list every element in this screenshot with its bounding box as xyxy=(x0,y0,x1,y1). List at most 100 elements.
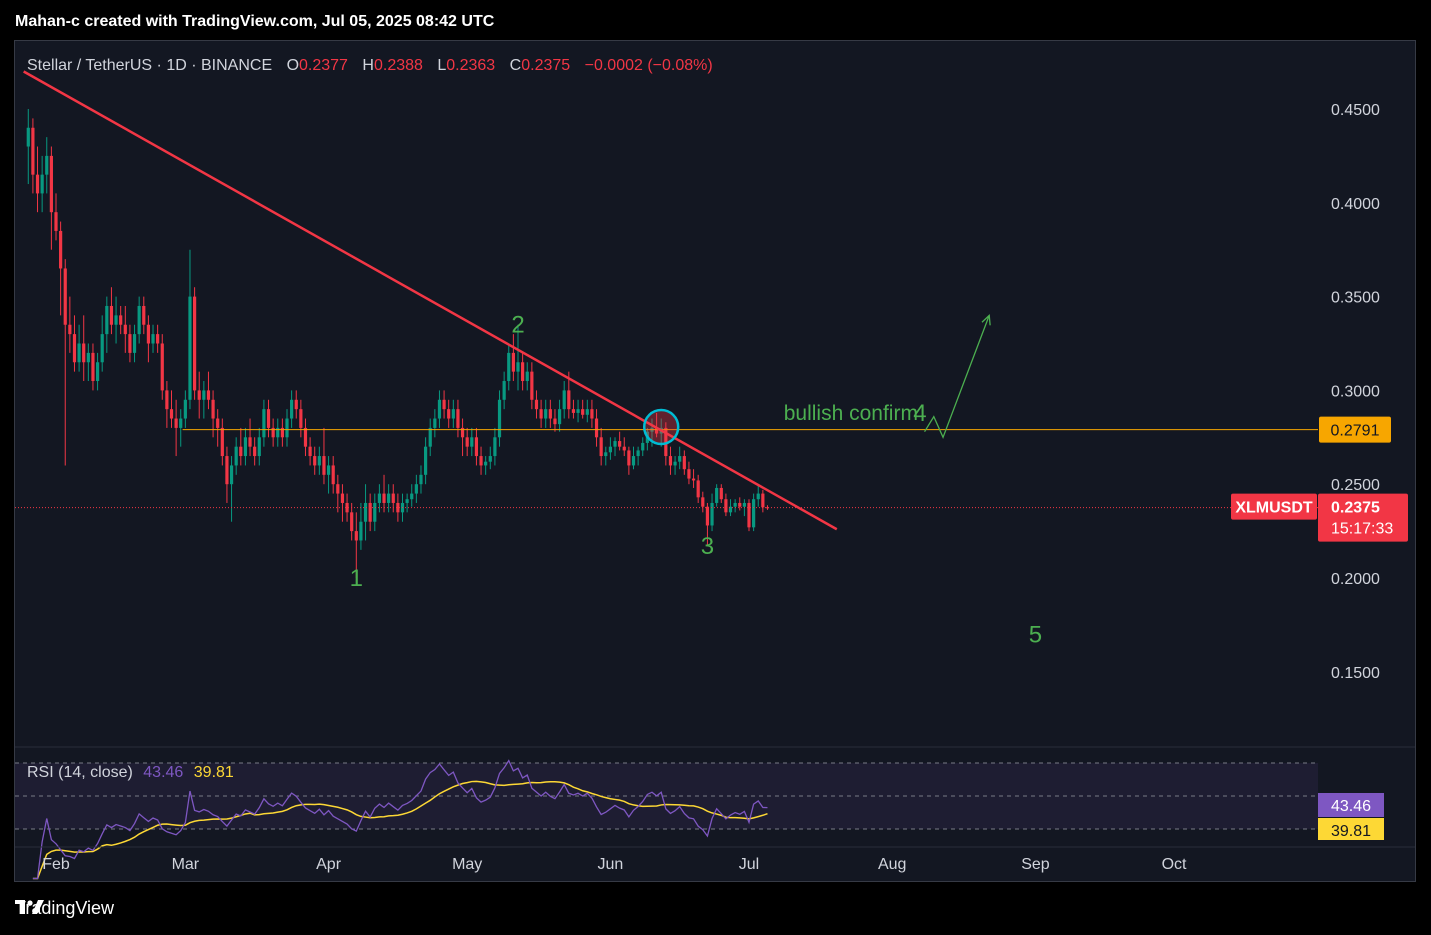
candle[interactable] xyxy=(216,409,220,447)
candle[interactable] xyxy=(765,505,770,510)
candle[interactable] xyxy=(405,493,409,513)
candle[interactable] xyxy=(350,502,354,541)
candle[interactable] xyxy=(105,296,109,353)
candle[interactable] xyxy=(308,437,312,466)
candle[interactable] xyxy=(451,399,455,428)
wave-label-1[interactable]: 1 xyxy=(350,565,363,592)
candle[interactable] xyxy=(465,427,469,457)
candle[interactable] xyxy=(585,399,589,423)
candle[interactable] xyxy=(266,399,271,438)
candle[interactable] xyxy=(636,446,640,466)
candle[interactable] xyxy=(622,437,626,457)
candle[interactable] xyxy=(313,446,317,475)
candle[interactable] xyxy=(137,296,141,344)
candle[interactable] xyxy=(396,493,400,522)
candle[interactable] xyxy=(225,446,229,503)
candle[interactable] xyxy=(548,399,552,428)
candle[interactable] xyxy=(234,437,238,475)
candle[interactable] xyxy=(728,499,733,517)
candle[interactable] xyxy=(691,469,696,488)
candle[interactable] xyxy=(340,484,345,522)
candle[interactable] xyxy=(479,446,483,475)
candle[interactable] xyxy=(54,193,58,241)
candle[interactable] xyxy=(31,118,35,194)
candle[interactable] xyxy=(294,390,298,419)
candle[interactable] xyxy=(114,296,118,344)
candle[interactable] xyxy=(738,497,742,511)
candle[interactable] xyxy=(710,493,714,532)
candle[interactable] xyxy=(497,390,502,447)
candle[interactable] xyxy=(123,305,127,353)
candle[interactable] xyxy=(507,343,511,391)
candle[interactable] xyxy=(188,249,192,410)
candle[interactable] xyxy=(410,484,414,507)
candle[interactable] xyxy=(668,446,673,475)
candle[interactable] xyxy=(326,456,331,494)
candle[interactable] xyxy=(437,390,442,428)
candle[interactable] xyxy=(419,465,423,494)
candle[interactable] xyxy=(285,409,289,447)
candle[interactable] xyxy=(724,493,728,517)
candle[interactable] xyxy=(696,474,700,503)
candle[interactable] xyxy=(414,474,418,503)
candle[interactable] xyxy=(618,431,622,451)
candle[interactable] xyxy=(631,446,636,470)
wave-label-2[interactable]: 2 xyxy=(511,312,524,339)
candle[interactable] xyxy=(594,409,599,447)
candle[interactable] xyxy=(377,484,381,513)
candle[interactable] xyxy=(442,390,446,419)
candle[interactable] xyxy=(530,362,534,410)
candle[interactable] xyxy=(271,418,275,447)
candle[interactable] xyxy=(382,474,386,513)
wave-label-5[interactable]: 5 xyxy=(1029,621,1042,648)
candle[interactable] xyxy=(86,343,90,382)
candle[interactable] xyxy=(206,371,211,410)
candle[interactable] xyxy=(655,412,659,438)
candle[interactable] xyxy=(761,489,765,513)
candle[interactable] xyxy=(627,446,631,475)
candle[interactable] xyxy=(678,446,682,470)
candle[interactable] xyxy=(581,399,585,419)
candle[interactable] xyxy=(599,427,603,466)
candle[interactable] xyxy=(160,334,164,400)
candle[interactable] xyxy=(109,287,114,335)
candle[interactable] xyxy=(183,390,187,428)
candle[interactable] xyxy=(26,109,30,185)
candle[interactable] xyxy=(752,493,756,532)
candle[interactable] xyxy=(424,437,428,485)
descending-trendline[interactable] xyxy=(23,70,838,531)
candle[interactable] xyxy=(373,493,377,532)
candle[interactable] xyxy=(673,456,677,475)
candle[interactable] xyxy=(253,437,257,466)
candle[interactable] xyxy=(72,315,77,372)
candle[interactable] xyxy=(354,512,358,578)
candle[interactable] xyxy=(590,399,594,428)
candle[interactable] xyxy=(82,315,86,382)
candle[interactable] xyxy=(493,427,497,466)
candle[interactable] xyxy=(756,484,760,507)
candle[interactable] xyxy=(447,399,451,428)
candle[interactable] xyxy=(701,491,705,513)
candle[interactable] xyxy=(331,456,335,494)
candle[interactable] xyxy=(262,399,266,447)
candle[interactable] xyxy=(49,146,53,250)
candle[interactable] xyxy=(747,499,751,532)
candle[interactable] xyxy=(470,427,474,457)
candle[interactable] xyxy=(100,315,104,372)
candle[interactable] xyxy=(179,409,183,447)
candle[interactable] xyxy=(132,324,137,363)
candle[interactable] xyxy=(687,461,691,485)
candle[interactable] xyxy=(387,484,391,513)
candle[interactable] xyxy=(229,456,234,522)
candle[interactable] xyxy=(460,418,465,457)
candle[interactable] xyxy=(539,399,543,428)
candle[interactable] xyxy=(562,381,566,419)
candle[interactable] xyxy=(248,418,252,457)
candle[interactable] xyxy=(571,399,576,419)
candle[interactable] xyxy=(128,324,132,363)
wave-label-3[interactable]: 3 xyxy=(701,533,714,560)
candle[interactable] xyxy=(557,399,562,432)
candle[interactable] xyxy=(193,287,197,400)
candle[interactable] xyxy=(488,446,492,470)
candle[interactable] xyxy=(280,418,284,447)
